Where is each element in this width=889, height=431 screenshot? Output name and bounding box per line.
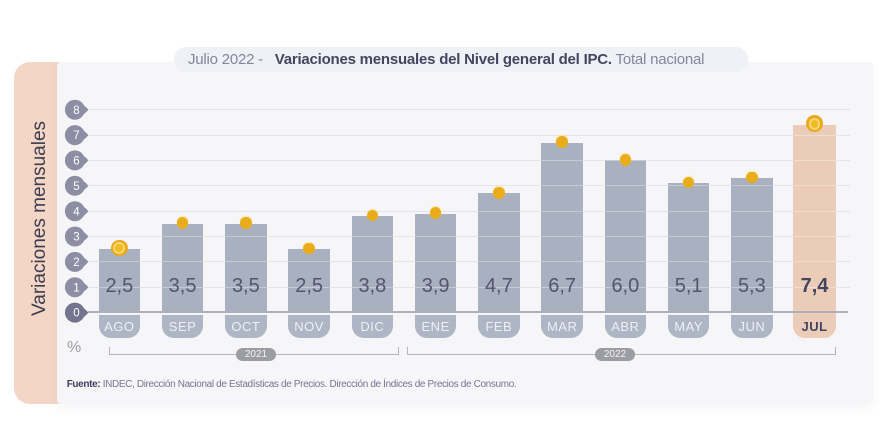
svg-text:4: 4: [73, 206, 80, 218]
svg-text:0: 0: [73, 308, 79, 320]
svg-text:6: 6: [73, 156, 79, 168]
svg-text:2: 2: [73, 257, 79, 269]
svg-text:7: 7: [73, 130, 79, 142]
svg-text:5: 5: [73, 181, 79, 193]
svg-text:8: 8: [73, 105, 79, 117]
svg-text:3: 3: [73, 232, 79, 244]
svg-text:1: 1: [73, 282, 79, 294]
